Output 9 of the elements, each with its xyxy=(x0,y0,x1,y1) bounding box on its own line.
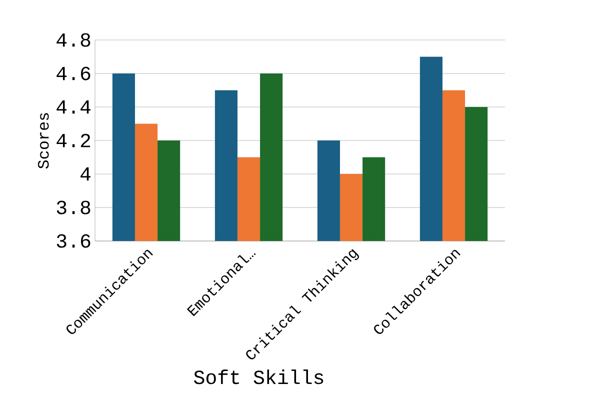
y-tick-label: 4.2 xyxy=(56,134,90,148)
y-axis-title: Scores xyxy=(38,113,49,169)
y-tick-label: 4.4 xyxy=(56,100,90,114)
y-tick-label: 3.6 xyxy=(56,234,90,248)
y-tick-label: 4 xyxy=(80,167,90,181)
x-axis-title: Soft Skills xyxy=(194,370,324,384)
y-tick-label: 4.6 xyxy=(56,66,90,80)
y-tick-label: 3.8 xyxy=(56,200,90,214)
y-tick-label: 4.8 xyxy=(56,33,90,47)
